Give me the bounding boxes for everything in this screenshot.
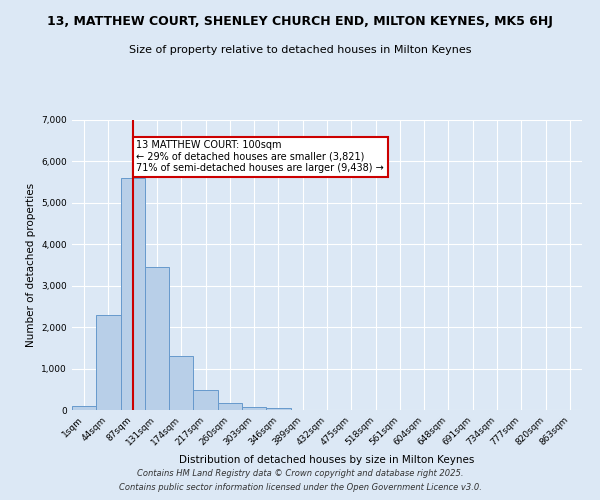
Text: 13 MATTHEW COURT: 100sqm
← 29% of detached houses are smaller (3,821)
71% of sem: 13 MATTHEW COURT: 100sqm ← 29% of detach…: [136, 140, 384, 173]
Y-axis label: Number of detached properties: Number of detached properties: [26, 183, 36, 347]
Text: 13, MATTHEW COURT, SHENLEY CHURCH END, MILTON KEYNES, MK5 6HJ: 13, MATTHEW COURT, SHENLEY CHURCH END, M…: [47, 15, 553, 28]
Text: Contains HM Land Registry data © Crown copyright and database right 2025.: Contains HM Land Registry data © Crown c…: [137, 468, 463, 477]
Bar: [96, 314, 121, 410]
Bar: [121, 178, 145, 410]
Bar: [242, 406, 266, 410]
Bar: [193, 390, 218, 410]
Bar: [218, 403, 242, 410]
Bar: [72, 406, 96, 410]
X-axis label: Distribution of detached houses by size in Milton Keynes: Distribution of detached houses by size …: [179, 456, 475, 466]
Text: Contains public sector information licensed under the Open Government Licence v3: Contains public sector information licen…: [119, 484, 481, 492]
Bar: [266, 408, 290, 410]
Text: Size of property relative to detached houses in Milton Keynes: Size of property relative to detached ho…: [129, 45, 471, 55]
Bar: [169, 356, 193, 410]
Bar: [145, 267, 169, 410]
